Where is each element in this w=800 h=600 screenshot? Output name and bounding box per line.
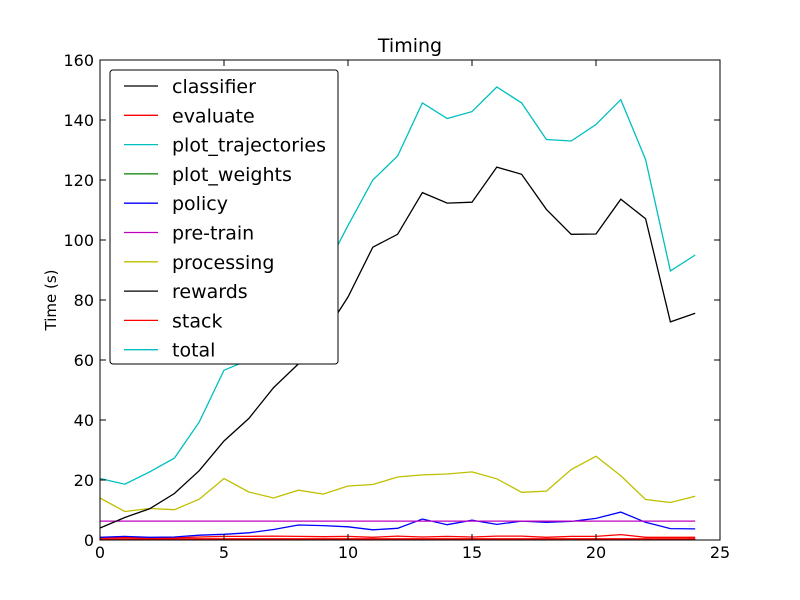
y-tick-label: 100 xyxy=(63,231,94,250)
x-tick-label: 20 xyxy=(586,543,606,562)
y-tick-label: 80 xyxy=(74,291,94,310)
legend-label-plot-trajectories: plot_trajectories xyxy=(172,135,326,157)
legend-label-total: total xyxy=(172,340,215,362)
x-tick-label: 25 xyxy=(710,543,730,562)
series-line-policy xyxy=(99,511,696,538)
series-line-total xyxy=(99,86,696,485)
legend-box xyxy=(109,69,339,365)
legend-label-policy: policy xyxy=(172,193,228,215)
legend-label-classifier: classifier xyxy=(172,76,256,98)
y-tick-label: 20 xyxy=(74,471,94,490)
x-tick-label: 15 xyxy=(462,543,482,562)
legend-label-pre-train: pre-train xyxy=(172,223,254,245)
y-tick-label: 160 xyxy=(63,51,94,70)
legend: classifier evaluate plot_trajectories plot_… xyxy=(109,69,339,365)
x-tick-label: 5 xyxy=(219,543,229,562)
y-tick-label: 0 xyxy=(84,531,94,550)
y-axis-label: Time (s) xyxy=(42,270,60,332)
legend-label-plot-weights: plot_weights xyxy=(172,164,292,186)
y-tick-label: 40 xyxy=(74,411,94,430)
legend-label-stack: stack xyxy=(172,310,222,332)
x-tick-label: 10 xyxy=(338,543,358,562)
legend-label-processing: processing xyxy=(172,252,274,274)
y-tick-label: 120 xyxy=(63,171,94,190)
series-layer xyxy=(99,86,696,541)
legend-label-rewards: rewards xyxy=(172,281,248,303)
y-tick-label: 140 xyxy=(63,111,94,130)
legend-label-evaluate: evaluate xyxy=(172,105,255,127)
y-tick-label: 60 xyxy=(74,351,94,370)
series-line-processing xyxy=(99,455,696,513)
x-tick-label: 0 xyxy=(95,543,105,562)
chart-title: Timing xyxy=(377,35,442,57)
series-line-rewards xyxy=(99,166,696,529)
axis-ticks: 0 5 10 15 20 25 0 20 40 60 80 100 120 140 160 xyxy=(63,51,730,562)
